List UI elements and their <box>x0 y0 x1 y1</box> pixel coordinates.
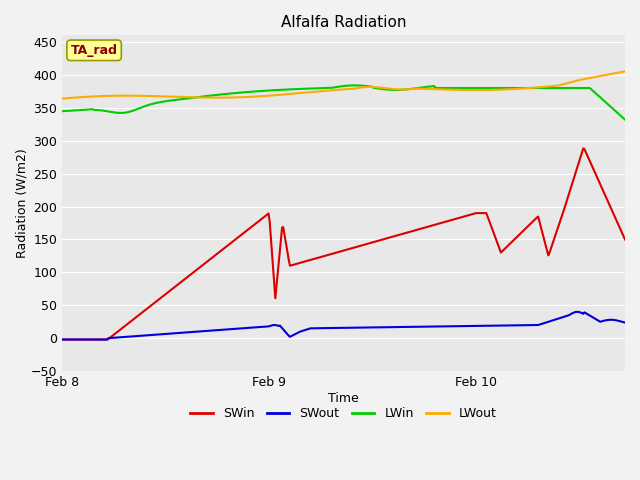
Y-axis label: Radiation (W/m2): Radiation (W/m2) <box>15 148 28 258</box>
Legend: SWin, SWout, LWin, LWout: SWin, SWout, LWin, LWout <box>186 402 502 425</box>
Text: TA_rad: TA_rad <box>70 44 118 57</box>
X-axis label: Time: Time <box>328 392 359 405</box>
Title: Alfalfa Radiation: Alfalfa Radiation <box>281 15 406 30</box>
